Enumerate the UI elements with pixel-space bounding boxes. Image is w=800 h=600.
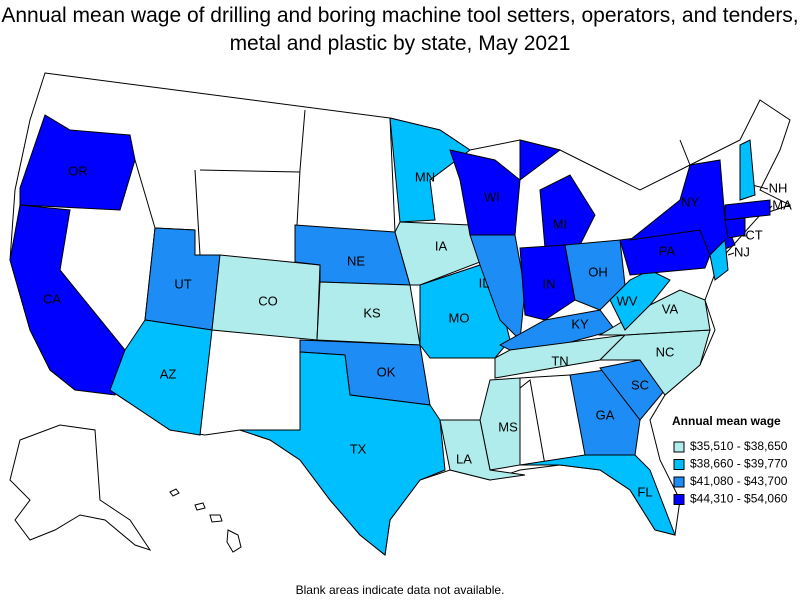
state-label: OR bbox=[68, 163, 88, 178]
leader-line bbox=[727, 184, 773, 256]
state bbox=[519, 139, 596, 249]
state bbox=[19, 114, 136, 211]
state-label: GA bbox=[596, 407, 615, 422]
state bbox=[724, 199, 771, 221]
state-label: WI bbox=[484, 189, 500, 204]
hawaii bbox=[169, 488, 242, 553]
state bbox=[239, 351, 446, 556]
state-label: WV bbox=[617, 293, 638, 308]
state bbox=[519, 454, 676, 536]
state-label: LA bbox=[456, 451, 472, 466]
state-label: MO bbox=[449, 310, 470, 325]
legend-swatch bbox=[673, 459, 685, 470]
state-label: NY bbox=[681, 194, 699, 209]
state-label: NC bbox=[656, 344, 675, 359]
state bbox=[609, 269, 671, 331]
state-label: PA bbox=[659, 243, 676, 258]
state-label: FL bbox=[637, 484, 652, 499]
state-label: IA bbox=[435, 238, 448, 253]
state-label: IL bbox=[479, 275, 490, 290]
state-label: MS bbox=[498, 419, 518, 434]
state bbox=[439, 419, 526, 481]
state bbox=[9, 204, 126, 396]
state-label: AZ bbox=[160, 366, 177, 381]
state-label: NE bbox=[347, 253, 365, 268]
state bbox=[479, 377, 521, 471]
state-label: CA bbox=[43, 291, 61, 306]
state bbox=[739, 139, 756, 201]
state-label: MA bbox=[772, 197, 792, 212]
state-label: IN bbox=[543, 276, 556, 291]
state bbox=[724, 217, 746, 239]
state-label: OH bbox=[588, 264, 608, 279]
legend-swatch bbox=[673, 494, 685, 505]
title: Annual mean wage of drilling and boring … bbox=[1, 4, 799, 55]
legend-title: Annual mean wage bbox=[672, 414, 781, 428]
legend-label: $41,080 - $43,700 bbox=[690, 474, 788, 488]
state bbox=[709, 238, 729, 281]
legend-swatch bbox=[673, 476, 685, 488]
state-label: NH bbox=[769, 180, 788, 195]
legend-label: $35,510 - $38,650 bbox=[690, 439, 788, 453]
state-label: TN bbox=[551, 353, 568, 368]
state-label: TX bbox=[350, 441, 367, 456]
state-label: KY bbox=[571, 316, 589, 331]
state-label: OK bbox=[377, 364, 396, 379]
legend-swatch bbox=[673, 441, 685, 453]
state-label: VA bbox=[662, 301, 679, 316]
footnote: Blank areas indicate data not available. bbox=[296, 583, 505, 597]
state-label: CT bbox=[745, 227, 762, 242]
state-label: MI bbox=[553, 216, 567, 231]
alaska bbox=[9, 424, 152, 551]
legend-label: $38,660 - $39,770 bbox=[690, 457, 788, 471]
state-label: KS bbox=[363, 305, 381, 320]
state-label: UT bbox=[174, 276, 191, 291]
state-label: CO bbox=[258, 293, 278, 308]
state bbox=[569, 369, 641, 456]
state-label: SC bbox=[631, 377, 649, 392]
legend-label: $44,310 - $54,060 bbox=[690, 492, 788, 506]
state bbox=[519, 244, 576, 321]
state-label: MN bbox=[415, 169, 435, 184]
state-label: NJ bbox=[734, 244, 750, 259]
